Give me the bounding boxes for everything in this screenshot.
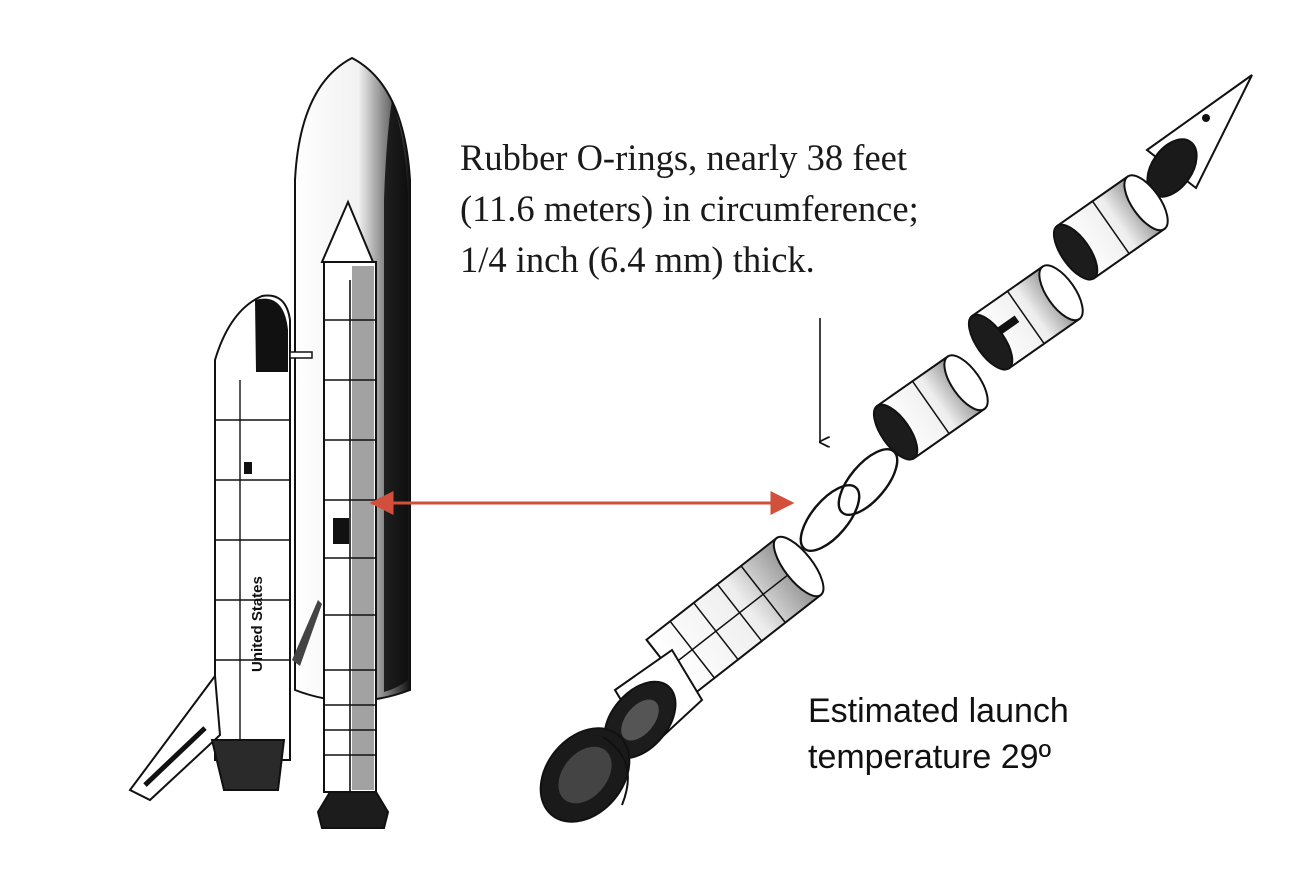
- o-ring-annotation-line-1: Rubber O-rings, nearly 38 feet: [460, 137, 907, 178]
- booster-segment-aft-center: [872, 354, 989, 461]
- exploded-booster-illustration: [539, 74, 1253, 823]
- booster-segment-forward: [1052, 174, 1169, 281]
- temperature-annotation-line-2: temperature 29º: [808, 738, 1051, 776]
- o-ring-annotation: Rubber O-rings, nearly 38 feet (11.6 met…: [460, 132, 1000, 285]
- temperature-annotation: Estimated launch temperature 29º: [808, 688, 1168, 780]
- nose-cone: [1145, 74, 1253, 198]
- o-ring-lower: [799, 484, 861, 552]
- o-ring-annotation-line-2: (11.6 meters) in circumference;: [460, 188, 919, 229]
- booster-segment-aft: [645, 535, 825, 698]
- orbiter: United States: [128, 294, 322, 802]
- booster-segment-forward-center: [967, 264, 1084, 371]
- o-ring-annotation-line-3: 1/4 inch (6.4 mm) thick.: [460, 239, 815, 280]
- o-ring-upper: [837, 448, 899, 516]
- nozzle-exit: [539, 727, 631, 823]
- temperature-annotation-line-1: Estimated launch: [808, 692, 1069, 730]
- orbiter-label: United States: [249, 576, 266, 672]
- solid-rocket-booster: [316, 199, 390, 829]
- shuttle-stack-illustration: United States: [128, 56, 411, 829]
